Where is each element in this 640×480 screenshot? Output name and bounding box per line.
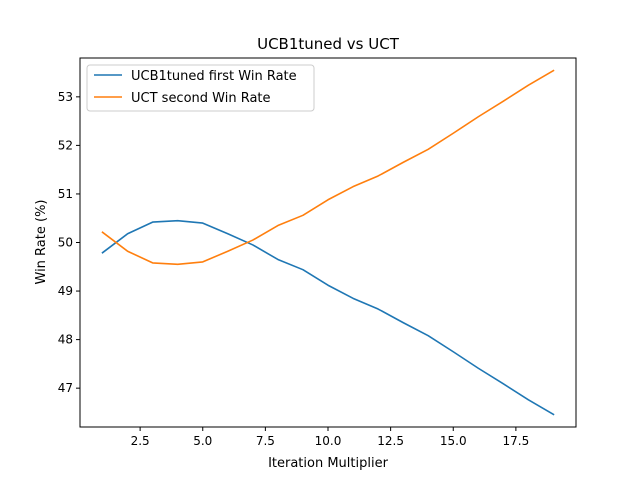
- x-tick-label: 17.5: [503, 434, 530, 448]
- x-tick-label: 5.0: [193, 434, 212, 448]
- legend: UCB1tuned first Win Rate UCT second Win …: [86, 64, 315, 112]
- x-axis-label: Iteration Multiplier: [268, 456, 389, 471]
- legend-label-ucb1tuned: UCB1tuned first Win Rate: [131, 69, 297, 84]
- x-tick-label: 12.5: [377, 434, 404, 448]
- series-line-1: [101, 69, 555, 266]
- y-tick-label: 48: [58, 333, 73, 347]
- x-tick-label: 15.0: [440, 434, 467, 448]
- x-tick-label: 7.5: [256, 434, 275, 448]
- x-tick-label: 10.0: [315, 434, 342, 448]
- y-tick-label: 51: [58, 187, 73, 201]
- y-tick-label: 52: [58, 138, 73, 152]
- y-tick-label: 50: [58, 236, 73, 250]
- y-tick-label: 53: [58, 90, 73, 104]
- x-axis-ticks: 2.5 5.0 7.5 10.0 12.5 15.0 17.5: [131, 427, 530, 448]
- x-tick-label: 2.5: [131, 434, 150, 448]
- y-axis-ticks: 47 48 49 50 51 52 53: [58, 90, 80, 395]
- plot-frame: [79, 57, 577, 428]
- series-line-0: [101, 219, 555, 416]
- series-lines: [101, 69, 555, 416]
- legend-label-uct: UCT second Win Rate: [131, 91, 271, 106]
- y-tick-label: 49: [58, 284, 73, 298]
- legend-frame: [86, 64, 315, 112]
- y-tick-label: 47: [58, 381, 73, 395]
- chart-title: UCB1tuned vs UCT: [257, 35, 400, 53]
- y-axis-label: Win Rate (%): [34, 200, 49, 285]
